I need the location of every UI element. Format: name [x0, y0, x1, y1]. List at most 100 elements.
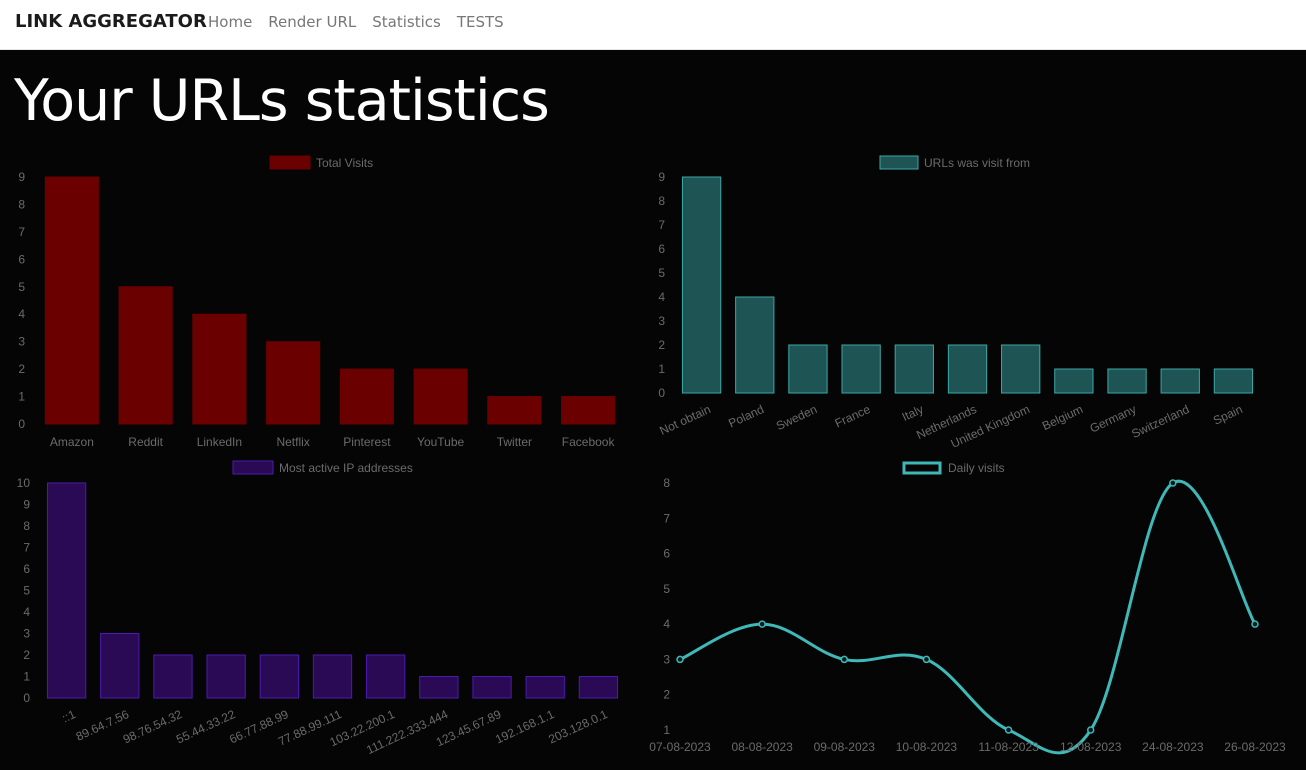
brand-logo-link[interactable]: LINK AGGREGATOR	[15, 11, 207, 32]
x-tick-label: 203.128.0.1	[546, 707, 610, 747]
bar	[1001, 344, 1041, 394]
x-tick-label: Pinterest	[343, 435, 391, 449]
y-tick-label: 2	[23, 648, 30, 662]
x-tick-label: 24-08-2023	[1142, 740, 1204, 754]
y-tick-label: 3	[658, 314, 665, 328]
legend-swatch	[879, 155, 919, 170]
x-tick-label: YouTube	[417, 435, 464, 449]
nav-link-statistics[interactable]: Statistics	[372, 13, 441, 31]
x-tick-label: Poland	[726, 402, 766, 430]
x-tick-label: 26-08-2023	[1224, 740, 1286, 754]
data-point	[1004, 726, 1013, 734]
x-tick-label: Facebook	[562, 435, 616, 449]
bar	[1160, 368, 1200, 394]
x-tick-label: 08-08-2023	[731, 740, 793, 754]
legend-swatch	[902, 461, 942, 475]
bar	[366, 654, 406, 699]
x-tick-label: ::1	[60, 707, 78, 725]
y-tick-label: 7	[658, 218, 665, 232]
y-tick-label: 8	[658, 194, 665, 208]
y-tick-label: 2	[18, 362, 25, 376]
x-tick-label: LinkedIn	[197, 435, 242, 449]
bar	[259, 654, 299, 699]
bar	[312, 654, 353, 699]
x-tick-label: 98.76.54.32	[121, 707, 185, 747]
series-line	[679, 479, 1257, 755]
x-tick-label: France	[833, 402, 873, 431]
bar	[46, 482, 87, 699]
y-tick-label: 5	[23, 584, 30, 598]
y-tick-label: 1	[663, 723, 670, 737]
data-point	[758, 620, 766, 628]
y-tick-label: 0	[658, 386, 665, 400]
y-tick-label: 8	[663, 476, 670, 490]
bar	[525, 676, 565, 699]
bar	[472, 676, 512, 699]
y-tick-label: 10	[17, 476, 31, 490]
legend-label: Total Visits	[316, 156, 373, 170]
data-point	[676, 655, 684, 664]
y-tick-label: 3	[18, 335, 25, 349]
y-tick-label: 4	[658, 290, 665, 304]
legend-label: Most active IP addresses	[279, 461, 413, 475]
y-tick-label: 8	[23, 519, 30, 533]
y-tick-label: 2	[663, 688, 670, 702]
x-tick-label: 11-08-2023	[978, 740, 1039, 754]
y-tick-label: 3	[663, 652, 670, 666]
y-tick-label: 5	[658, 266, 665, 280]
x-tick-label: 09-08-2023	[814, 740, 876, 754]
x-tick-label: Not obtain	[657, 402, 712, 438]
y-tick-label: 0	[23, 691, 30, 705]
y-tick-label: 9	[18, 170, 25, 184]
bar	[947, 344, 988, 394]
y-tick-label: 3	[23, 627, 30, 641]
x-tick-label: Belgium	[1040, 402, 1085, 433]
bar	[266, 341, 321, 425]
y-tick-label: 6	[658, 242, 665, 256]
countries-chart: URLs was visit from 0 1 2 3 4 5 6 7 8 9 Not obtain P…	[657, 155, 1254, 451]
x-tick-label: Switzerland	[1129, 402, 1191, 441]
x-tick-label: Italy	[900, 402, 926, 424]
x-tick-label: 55.44.33.22	[174, 707, 238, 747]
bar	[561, 396, 616, 425]
bar	[735, 296, 775, 394]
y-tick-label: 2	[658, 338, 665, 352]
y-tick-label: 4	[23, 605, 30, 619]
legend-swatch	[232, 460, 274, 475]
nav-link-home[interactable]: Home	[208, 13, 253, 31]
legend-label: Daily visits	[948, 461, 1005, 475]
x-tick-label: 10-08-2023	[896, 740, 958, 754]
data-point	[922, 655, 931, 664]
bar	[413, 368, 468, 425]
data-point	[1086, 726, 1095, 734]
y-tick-label: 5	[663, 582, 670, 596]
nav-link-tests[interactable]: TESTS	[456, 13, 504, 31]
bar	[1213, 368, 1254, 394]
bar	[153, 654, 193, 699]
bar	[206, 654, 246, 699]
x-tick-label: Netflix	[276, 435, 309, 449]
x-tick-label: Twitter	[497, 435, 532, 449]
x-tick-label: Reddit	[128, 435, 163, 449]
bar	[788, 344, 828, 394]
y-tick-label: 1	[23, 670, 30, 684]
y-tick-label: 6	[23, 562, 30, 576]
x-tick-label: 192.168.1.1	[493, 707, 557, 747]
ip-addresses-chart: Most active IP addresses012345678910::18…	[17, 460, 619, 757]
data-point	[1251, 620, 1259, 628]
y-tick-label: 8	[18, 197, 25, 211]
y-tick-label: 1	[18, 390, 25, 404]
bar	[1054, 368, 1094, 394]
nav-link-render-url[interactable]: Render URL	[268, 13, 357, 31]
y-tick-label: 4	[663, 617, 670, 631]
y-tick-label: 0	[18, 417, 25, 431]
x-tick-label: Sweden	[774, 402, 819, 433]
bar	[894, 344, 934, 394]
navbar: LINK AGGREGATOR Home Render URL Statisti…	[0, 0, 1306, 50]
y-tick-label: 9	[23, 498, 30, 512]
nav-links: Home Render URL Statistics TESTS	[208, 13, 520, 31]
bar	[118, 286, 173, 425]
bar	[339, 368, 394, 425]
bar	[578, 676, 619, 699]
data-point	[1169, 479, 1177, 487]
